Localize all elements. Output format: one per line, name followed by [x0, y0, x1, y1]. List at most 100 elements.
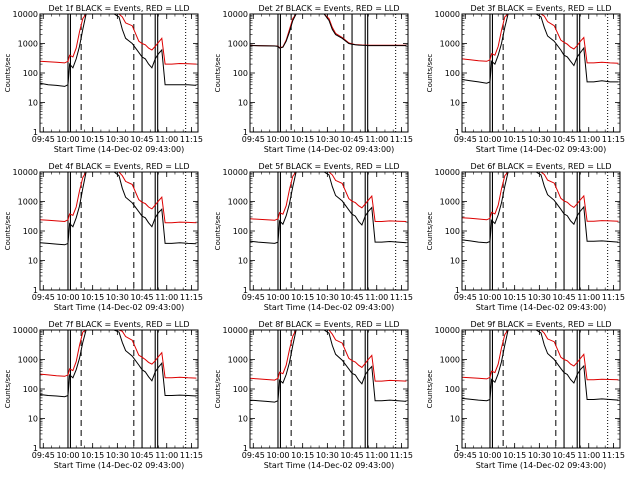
x-tick-label: 11:00: [365, 451, 388, 460]
x-tick-label: 11:00: [365, 135, 388, 144]
x-tick-label: 10:00: [266, 451, 289, 460]
plot-frame: [461, 329, 621, 449]
y-axis-label: Counts/sec: [426, 370, 434, 409]
x-tick-label: 09:45: [32, 293, 55, 302]
x-axis-label: Start Time (14-Dec-02 09:43:00): [54, 461, 185, 470]
x-tick-label: 10:30: [106, 451, 129, 460]
x-axis-label: Start Time (14-Dec-02 09:43:00): [54, 303, 185, 312]
x-axis-label: Start Time (14-Dec-02 09:43:00): [264, 145, 395, 154]
x-tick-label: 09:45: [454, 451, 477, 460]
plot-area: [462, 14, 619, 132]
plot-area: [40, 330, 197, 448]
y-tick-label: 10: [28, 415, 38, 424]
x-tick-label: 09:45: [242, 293, 265, 302]
y-tick-label: 10000: [223, 168, 248, 177]
y-tick-label: 10: [238, 415, 248, 424]
plot-frame: [249, 171, 409, 291]
x-tick-label: 11:00: [577, 135, 600, 144]
events-series-line: [40, 330, 197, 398]
x-tick-label: 11:00: [365, 293, 388, 302]
x-tick-label: 10:30: [316, 451, 339, 460]
y-tick-label: 10000: [435, 10, 460, 19]
x-tick-label: 10:15: [81, 451, 104, 460]
y-tick-label: 1000: [228, 198, 248, 207]
x-tick-label: 11:15: [180, 451, 203, 460]
lld-series-line: [250, 330, 407, 382]
x-tick-label: 11:00: [577, 293, 600, 302]
x-tick-label: 10:15: [81, 293, 104, 302]
x-tick-label: 10:45: [341, 135, 364, 144]
panel-title: Det 3f BLACK = Events, RED = LLD: [470, 4, 611, 13]
x-axis-label: Start Time (14-Dec-02 09:43:00): [476, 461, 607, 470]
y-axis-label: Counts/sec: [4, 212, 12, 251]
events-series-line: [250, 172, 407, 244]
plot-area: [40, 172, 197, 290]
y-tick-label: 1000: [440, 198, 460, 207]
y-tick-label: 10: [238, 257, 248, 266]
plot-frame: [39, 329, 199, 449]
detector-panel-4: Det 4f BLACK = Events, RED = LLD Counts/s…: [4, 162, 203, 312]
y-tick-label: 1: [33, 286, 38, 295]
x-tick-label: 11:15: [180, 135, 203, 144]
x-tick-label: 11:15: [602, 135, 625, 144]
plot-area: [462, 172, 619, 290]
panel-title: Det 4f BLACK = Events, RED = LLD: [48, 162, 189, 171]
y-tick-label: 100: [23, 227, 38, 236]
x-axis-label: Start Time (14-Dec-02 09:43:00): [264, 461, 395, 470]
x-tick-label: 10:15: [291, 135, 314, 144]
x-tick-label: 10:30: [316, 135, 339, 144]
plot-area: [462, 330, 619, 448]
detector-panel-5: Det 5f BLACK = Events, RED = LLD Counts/s…: [214, 162, 413, 312]
x-tick-label: 11:15: [180, 293, 203, 302]
x-tick-label: 11:15: [390, 293, 413, 302]
plot-frame: [249, 13, 409, 133]
y-tick-label: 10000: [435, 168, 460, 177]
y-tick-label: 10: [450, 257, 460, 266]
plot-area: [40, 14, 197, 132]
y-tick-label: 1: [243, 444, 248, 453]
plot-frame: [461, 171, 621, 291]
x-tick-label: 10:45: [341, 293, 364, 302]
plot-frame: [461, 13, 621, 133]
y-tick-label: 100: [445, 69, 460, 78]
panel-title: Det 2f BLACK = Events, RED = LLD: [258, 4, 399, 13]
y-tick-label: 1000: [440, 40, 460, 49]
x-tick-label: 10:00: [56, 451, 79, 460]
lld-series-line: [250, 172, 407, 222]
events-series-line: [462, 172, 619, 244]
x-tick-label: 10:00: [478, 451, 501, 460]
events-series-line: [40, 14, 197, 87]
detector-panel-3: Det 3f BLACK = Events, RED = LLD Counts/s…: [426, 4, 625, 154]
y-tick-label: 1000: [440, 356, 460, 365]
x-tick-label: 10:45: [553, 135, 576, 144]
x-tick-label: 10:15: [503, 293, 526, 302]
detector-panel-6: Det 6f BLACK = Events, RED = LLD Counts/s…: [426, 162, 625, 312]
x-tick-label: 11:15: [602, 451, 625, 460]
lld-series-line: [40, 330, 197, 379]
x-tick-label: 10:30: [528, 135, 551, 144]
y-tick-label: 10000: [13, 10, 38, 19]
panel-title: Det 5f BLACK = Events, RED = LLD: [258, 162, 399, 171]
y-tick-label: 100: [233, 227, 248, 236]
x-tick-label: 11:00: [155, 451, 178, 460]
lld-series-line: [462, 14, 619, 64]
y-tick-label: 10000: [13, 326, 38, 335]
x-tick-label: 10:30: [106, 135, 129, 144]
plot-frame: [39, 13, 199, 133]
y-axis-label: Counts/sec: [426, 212, 434, 251]
y-axis-label: Counts/sec: [214, 370, 222, 409]
y-tick-label: 1: [243, 286, 248, 295]
x-tick-label: 10:30: [106, 293, 129, 302]
x-tick-label: 10:15: [81, 135, 104, 144]
events-series-line: [462, 330, 619, 402]
lld-series-line: [40, 14, 197, 65]
plot-area: [250, 330, 407, 448]
events-series-line: [250, 330, 407, 403]
y-tick-label: 10000: [223, 10, 248, 19]
panel-title: Det 7f BLACK = Events, RED = LLD: [48, 320, 189, 329]
x-tick-label: 10:45: [131, 293, 154, 302]
y-tick-label: 100: [445, 385, 460, 394]
x-tick-label: 10:30: [528, 451, 551, 460]
detector-panel-1: Det 1f BLACK = Events, RED = LLD Counts/s…: [4, 4, 203, 154]
detector-panel-8: Det 8f BLACK = Events, RED = LLD Counts/s…: [214, 320, 413, 470]
